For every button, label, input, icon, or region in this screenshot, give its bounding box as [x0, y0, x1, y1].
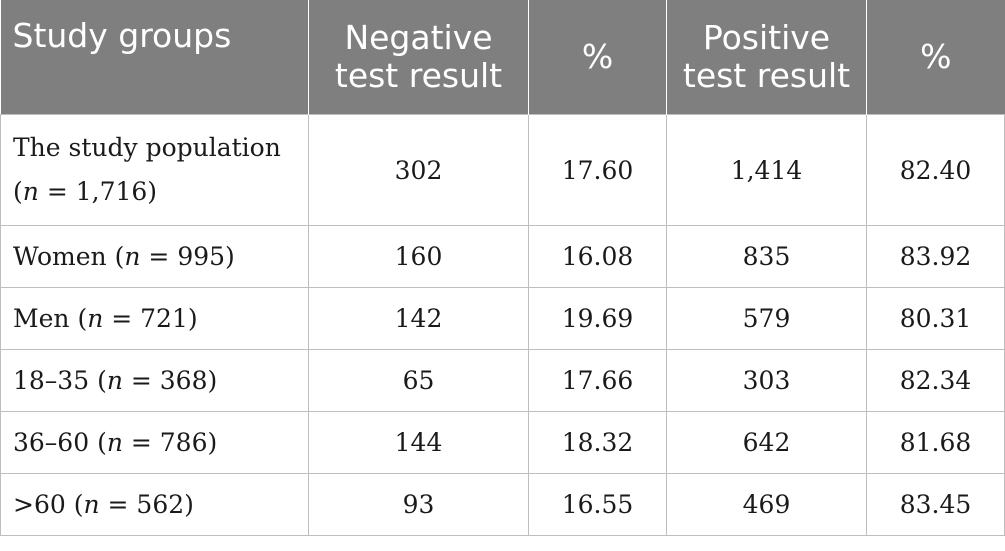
positive-percent: 82.34 [866, 349, 1005, 412]
negative-count: 65 [308, 349, 529, 412]
negative-percent: 17.60 [528, 114, 667, 226]
negative-count: 142 [308, 287, 529, 350]
group-name: Men [13, 303, 70, 333]
positive-count: 303 [666, 349, 867, 412]
negative-percent: 16.08 [528, 225, 667, 288]
group-name: >60 [13, 489, 66, 519]
header-positive: Positive test result [666, 0, 867, 115]
row-label: 18–35 (n = 368) [0, 349, 309, 412]
negative-percent: 18.32 [528, 411, 667, 474]
row-label: The study population (n = 1,716) [0, 114, 309, 226]
group-n: 562 [136, 489, 185, 519]
negative-percent: 17.66 [528, 349, 667, 412]
table-row: Women (n = 995) 160 16.08 835 83.92 [0, 225, 1005, 288]
row-label: 36–60 (n = 786) [0, 411, 309, 474]
positive-percent: 83.45 [866, 473, 1005, 536]
header-study-groups: Study groups [0, 0, 309, 115]
group-n: 1,716 [75, 177, 148, 206]
table-row: 36–60 (n = 786) 144 18.32 642 81.68 [0, 411, 1005, 474]
negative-count: 302 [308, 114, 529, 226]
header-negative: Negative test result [308, 0, 529, 115]
row-label: Women (n = 995) [0, 225, 309, 288]
row-label: >60 (n = 562) [0, 473, 309, 536]
group-name: The study population [13, 133, 281, 162]
header-negative-pct: % [528, 0, 667, 115]
group-n: 786 [159, 427, 208, 457]
positive-percent: 81.68 [866, 411, 1005, 474]
positive-percent: 80.31 [866, 287, 1005, 350]
positive-count: 469 [666, 473, 867, 536]
row-label: Men (n = 721) [0, 287, 309, 350]
group-name: 18–35 [13, 365, 90, 395]
positive-count: 642 [666, 411, 867, 474]
group-name: 36–60 [13, 427, 90, 457]
group-n: 721 [140, 303, 188, 333]
table-row: The study population (n = 1,716) 302 17.6… [0, 114, 1005, 226]
positive-count: 1,414 [666, 114, 867, 226]
table-row: 18–35 (n = 368) 65 17.66 303 82.34 [0, 349, 1005, 412]
negative-count: 144 [308, 411, 529, 474]
negative-count: 93 [308, 473, 529, 536]
group-n: 995 [177, 241, 226, 271]
header-row: Study groups Negative test result % Posit… [0, 0, 1005, 115]
table-row: Men (n = 721) 142 19.69 579 80.31 [0, 287, 1005, 350]
negative-percent: 19.69 [528, 287, 667, 350]
header-positive-pct: % [866, 0, 1005, 115]
positive-count: 579 [666, 287, 867, 350]
group-n: 368 [159, 365, 208, 395]
negative-percent: 16.55 [528, 473, 667, 536]
positive-percent: 83.92 [866, 225, 1005, 288]
group-name: Women [13, 241, 107, 271]
table-row: >60 (n = 562) 93 16.55 469 83.45 [0, 473, 1005, 536]
positive-count: 835 [666, 225, 867, 288]
negative-count: 160 [308, 225, 529, 288]
results-table: Study groups Negative test result % Posit… [0, 0, 1005, 536]
positive-percent: 82.40 [866, 114, 1005, 226]
